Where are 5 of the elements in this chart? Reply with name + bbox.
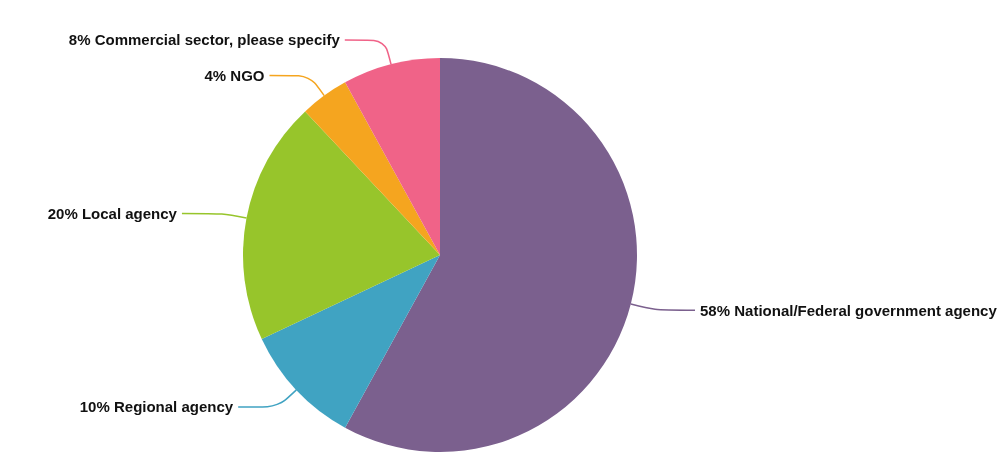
slice-label: 58% National/Federal government agency [700,301,998,319]
slice-label: 8% Commercial sector, please specify [68,31,341,49]
slice-label: 4% NGO [204,66,265,84]
slice-label: 10% Regional agency [79,398,234,416]
slice-label: 20% Local agency [47,204,178,222]
